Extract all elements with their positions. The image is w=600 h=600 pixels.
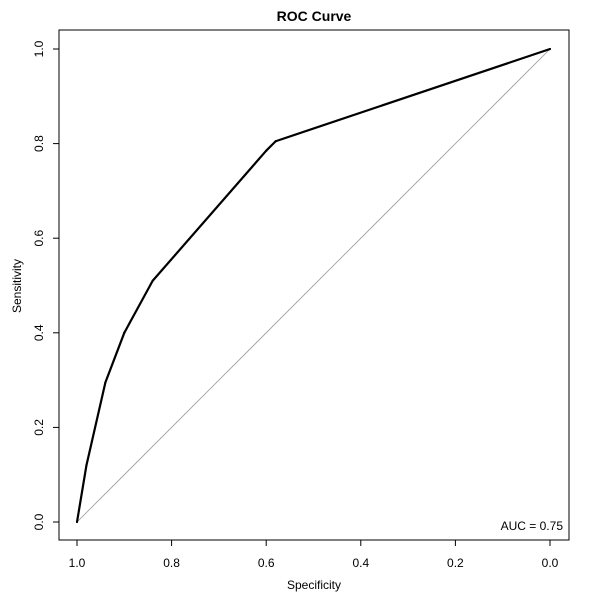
y-tick-label: 0.4 [32,324,46,341]
x-tick-label: 0.0 [542,556,559,570]
roc-point [265,149,268,152]
reference-diagonal-line [76,48,551,523]
roc-point [104,381,107,384]
y-tick-label: 0.0 [32,513,46,530]
roc-point [151,279,154,282]
x-tick-label: 0.2 [447,556,464,570]
x-tick-label: 0.6 [258,556,275,570]
x-axis-label: Specificity [287,578,341,592]
y-tick-label: 0.2 [32,419,46,436]
roc-curve-points [75,47,552,524]
x-tick-label: 1.0 [69,556,86,570]
y-tick-label: 0.6 [32,230,46,247]
roc-point [274,140,277,143]
x-tick-label: 0.4 [352,556,369,570]
y-axis-label: Sensitivity [10,259,24,313]
auc-annotation: AUC = 0.75 [501,519,564,533]
y-tick-label: 0.8 [32,135,46,152]
roc-point [123,331,126,334]
roc-point [85,464,88,467]
chart-title: ROC Curve [277,8,352,24]
roc-curve-line [75,47,551,523]
roc-point [548,47,552,51]
x-axis: 1.0 0.8 0.6 0.4 0.2 0.0 [69,539,559,570]
y-tick-label: 1.0 [32,40,46,57]
y-axis: 0.0 0.2 0.4 0.6 0.8 1.0 [32,40,60,530]
x-tick-label: 0.8 [163,556,180,570]
roc-point [75,520,79,524]
